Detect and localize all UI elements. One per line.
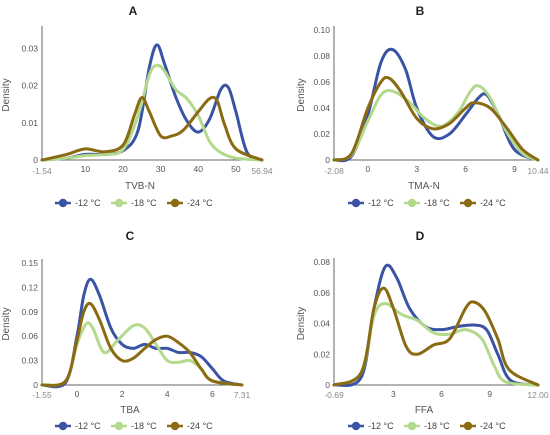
x-range-max-label: 56.94 xyxy=(251,166,273,176)
x-tick-label: 6 xyxy=(439,389,444,399)
series-line-2 xyxy=(40,321,244,387)
panel-letter: B xyxy=(416,4,425,18)
panel-c: C Density 0 0.03 0.06 0.09 0.12 0.15 0 2 4 6 -1.55 7.… xyxy=(1,229,251,431)
y-tick-label: 0.02 xyxy=(313,349,330,359)
panel-b: B Density 0 0.02 0.04 0.06 0.08 0.10 0 3 6 9 -2.08 10… xyxy=(296,4,549,208)
series-line-3 xyxy=(40,95,264,162)
y-axis-title: Density xyxy=(296,307,307,340)
y-tick-label: 0 xyxy=(325,380,330,390)
x-range-min-label: -1.55 xyxy=(32,390,52,400)
legend-marker xyxy=(114,421,124,431)
legend-marker xyxy=(463,198,473,208)
x-axis-title: TBA xyxy=(120,405,140,416)
x-range-min-label: -2.08 xyxy=(324,166,344,176)
legend-marker xyxy=(407,421,417,431)
legend-label: -18 °C xyxy=(131,421,157,431)
legend-label: -12 °C xyxy=(368,421,394,431)
y-tick-label: 0 xyxy=(325,155,330,165)
panel-a: A Density 0 0.01 0.02 0.03 10 20 30 40 50 -1.54 56.9… xyxy=(1,4,273,208)
x-range-min-label: -1.54 xyxy=(32,166,52,176)
legend-label: -24 °C xyxy=(480,421,506,431)
x-tick-label: 9 xyxy=(487,389,492,399)
x-tick-label: 3 xyxy=(391,389,396,399)
x-range-min-label: -0.69 xyxy=(324,390,344,400)
y-tick-label: 0.06 xyxy=(313,77,330,87)
legend-marker xyxy=(351,198,361,208)
legend-label: -18 °C xyxy=(424,198,450,208)
y-tick-label: 0.03 xyxy=(21,44,38,54)
x-tick-label: 9 xyxy=(512,164,517,174)
x-axis-title: TMA-N xyxy=(408,181,440,192)
legend-marker xyxy=(170,198,180,208)
x-tick-label: 4 xyxy=(165,389,170,399)
legend-marker xyxy=(114,198,124,208)
legend-marker xyxy=(58,421,68,431)
panel-d: D Density 0 0.02 0.04 0.06 0.08 3 6 9 -0.69 12.00 FF… xyxy=(296,229,549,431)
legend-label: -12 °C xyxy=(75,198,101,208)
legend-label: -18 °C xyxy=(131,198,157,208)
y-tick-label: 0.04 xyxy=(313,319,330,329)
x-tick-label: 10 xyxy=(81,164,91,174)
series-line-1 xyxy=(332,47,540,163)
x-tick-label: 0 xyxy=(75,389,80,399)
y-axis-title: Density xyxy=(1,78,12,111)
legend-marker xyxy=(407,198,417,208)
x-tick-label: 40 xyxy=(194,164,204,174)
y-tick-label: 0.06 xyxy=(21,331,38,341)
y-tick-label: 0.01 xyxy=(21,118,38,128)
panel-letter: A xyxy=(129,4,138,18)
series-line-3 xyxy=(332,286,540,387)
legend-marker xyxy=(351,421,361,431)
y-tick-label: 0.15 xyxy=(21,258,38,268)
x-range-max-label: 12.00 xyxy=(527,390,549,400)
x-tick-label: 0 xyxy=(366,164,371,174)
y-tick-label: 0.12 xyxy=(21,282,38,292)
series-line-2 xyxy=(332,302,540,387)
legend-label: -24 °C xyxy=(187,421,213,431)
x-tick-label: 20 xyxy=(118,164,128,174)
y-axis-title: Density xyxy=(1,307,12,340)
series-line-1 xyxy=(40,43,264,162)
x-range-max-label: 7.31 xyxy=(234,390,251,400)
y-axis-title: Density xyxy=(296,78,307,111)
series-line-2 xyxy=(40,63,264,162)
x-tick-label: 30 xyxy=(156,164,166,174)
legend-label: -12 °C xyxy=(368,198,394,208)
x-axis-title: FFA xyxy=(415,405,434,416)
y-tick-label: 0.06 xyxy=(313,288,330,298)
panel-letter: C xyxy=(126,229,135,243)
y-tick-label: 0.09 xyxy=(21,307,38,317)
y-tick-label: 0.03 xyxy=(21,356,38,366)
series-line-1 xyxy=(40,277,244,389)
y-tick-label: 0.04 xyxy=(313,103,330,113)
x-tick-label: 2 xyxy=(120,389,125,399)
legend-label: -24 °C xyxy=(480,198,506,208)
y-tick-label: 0.08 xyxy=(313,51,330,61)
y-tick-label: 0.08 xyxy=(313,257,330,267)
y-tick-label: 0.02 xyxy=(313,129,330,139)
panel-letter: D xyxy=(416,229,425,243)
legend-label: -24 °C xyxy=(187,198,213,208)
y-tick-label: 0 xyxy=(33,155,38,165)
y-tick-label: 0 xyxy=(33,380,38,390)
legend-marker xyxy=(170,421,180,431)
x-axis-title: TVB-N xyxy=(125,181,155,192)
x-tick-label: 3 xyxy=(414,164,419,174)
series-line-3 xyxy=(332,75,540,162)
x-range-max-label: 10.44 xyxy=(527,166,549,176)
y-tick-label: 0.10 xyxy=(313,25,330,35)
legend-label: -18 °C xyxy=(424,421,450,431)
x-tick-label: 50 xyxy=(231,164,241,174)
series-line-3 xyxy=(40,301,244,388)
y-tick-label: 0.02 xyxy=(21,81,38,91)
legend-label: -12 °C xyxy=(75,421,101,431)
x-tick-label: 6 xyxy=(210,389,215,399)
x-tick-label: 6 xyxy=(463,164,468,174)
legend-marker xyxy=(463,421,473,431)
legend-marker xyxy=(58,198,68,208)
